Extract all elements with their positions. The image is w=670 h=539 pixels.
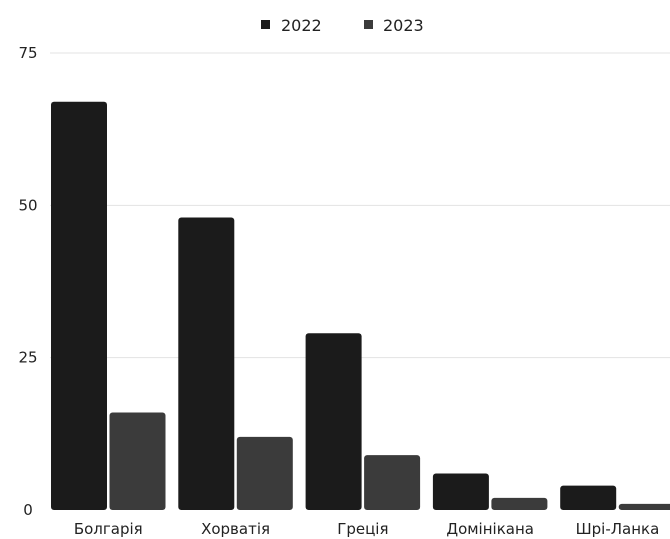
gridlines: [50, 52, 670, 359]
bar-2022-3: [432, 473, 489, 510]
bar-2023-1: [236, 436, 293, 510]
y-tick-label: 50: [18, 196, 37, 214]
x-tick-label: Шрі-Ланка: [576, 520, 660, 538]
bar-2022-2: [305, 333, 362, 510]
y-tick-label: 0: [23, 501, 33, 519]
legend-label-2022: 2022: [281, 16, 322, 35]
bar-2023-3: [491, 497, 548, 510]
bar-2023-2: [364, 455, 421, 510]
legend: 2022 2023: [261, 16, 424, 35]
x-tick-label: Болгарія: [74, 520, 143, 538]
x-tick-label: Греція: [337, 520, 388, 538]
y-tick-label: 75: [18, 44, 37, 62]
bars: [51, 101, 670, 510]
bar-2023-0: [109, 412, 166, 510]
legend-swatch-2022: [261, 20, 270, 29]
bar-2022-4: [560, 485, 617, 510]
y-tick-label: 25: [18, 349, 37, 367]
x-axis-labels: Болгарія Хорватія Греція Домінікана Шрі-Ланк…: [74, 520, 659, 538]
bar-2022-1: [178, 217, 235, 510]
legend-swatch-2023: [364, 20, 373, 29]
x-tick-label: Домінікана: [446, 520, 534, 538]
bar-2023-4: [618, 503, 670, 510]
legend-label-2023: 2023: [383, 16, 424, 35]
x-tick-label: Хорватія: [201, 520, 270, 538]
bar-2022-0: [51, 101, 107, 510]
y-axis-ticks: 0 25 50 75: [18, 44, 37, 519]
